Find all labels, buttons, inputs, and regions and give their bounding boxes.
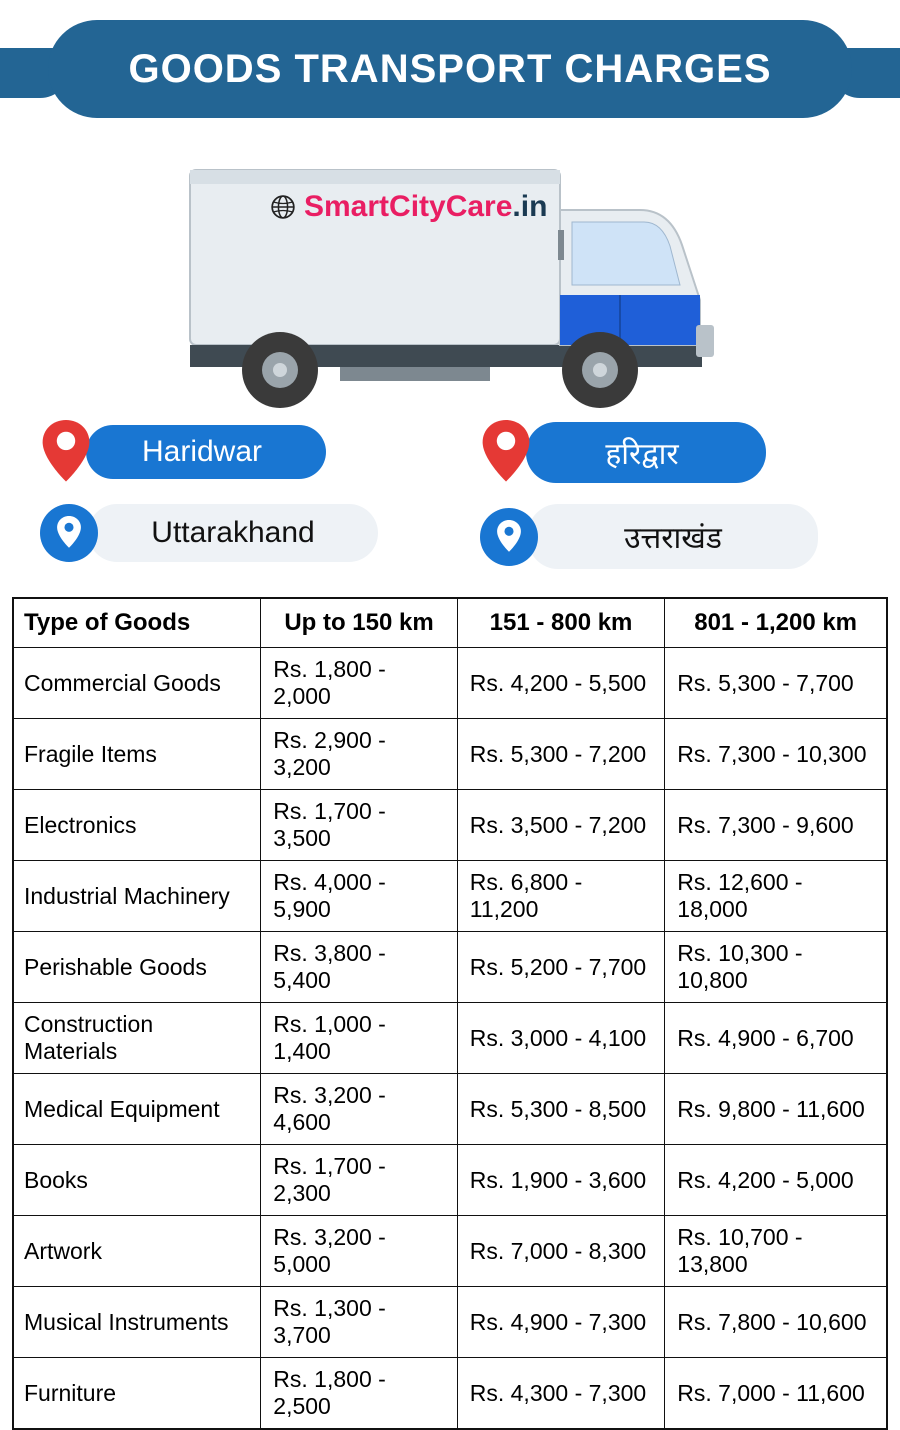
truck-illustration: SmartCityCare.in	[0, 130, 900, 410]
price-cell: Rs. 4,200 - 5,000	[665, 1145, 887, 1216]
table-row: Perishable GoodsRs. 3,800 - 5,400Rs. 5,2…	[13, 932, 887, 1003]
price-cell: Rs. 2,900 - 3,200	[261, 719, 457, 790]
page-title: GOODS TRANSPORT CHARGES	[48, 20, 852, 118]
price-cell: Rs. 7,800 - 10,600	[665, 1287, 887, 1358]
goods-type-cell: Furniture	[13, 1358, 261, 1430]
table-row: Commercial GoodsRs. 1,800 - 2,000Rs. 4,2…	[13, 648, 887, 719]
brand-primary: SmartCityCare	[304, 190, 512, 223]
location-pin-icon	[480, 420, 532, 484]
city-row-hi: हरिद्वार	[480, 420, 860, 484]
price-cell: Rs. 7,000 - 8,300	[457, 1216, 665, 1287]
goods-type-cell: Perishable Goods	[13, 932, 261, 1003]
city-label-en: Haridwar	[86, 425, 326, 479]
price-cell: Rs. 3,500 - 7,200	[457, 790, 665, 861]
table-row: Fragile ItemsRs. 2,900 - 3,200Rs. 5,300 …	[13, 719, 887, 790]
price-cell: Rs. 4,900 - 7,300	[457, 1287, 665, 1358]
table-header-row: Type of Goods Up to 150 km 151 - 800 km …	[13, 598, 887, 648]
goods-type-cell: Medical Equipment	[13, 1074, 261, 1145]
price-cell: Rs. 4,900 - 6,700	[665, 1003, 887, 1074]
price-cell: Rs. 10,700 - 13,800	[665, 1216, 887, 1287]
table-row: Musical InstrumentsRs. 1,300 - 3,700Rs. …	[13, 1287, 887, 1358]
price-cell: Rs. 1,700 - 3,500	[261, 790, 457, 861]
price-cell: Rs. 1,800 - 2,500	[261, 1358, 457, 1430]
state-label-hi: उत्तराखंड	[528, 504, 818, 569]
table-row: Medical EquipmentRs. 3,200 - 4,600Rs. 5,…	[13, 1074, 887, 1145]
goods-type-cell: Musical Instruments	[13, 1287, 261, 1358]
state-row-en: Uttarakhand	[40, 504, 420, 562]
location-pin-icon	[40, 420, 92, 484]
price-cell: Rs. 5,300 - 8,500	[457, 1074, 665, 1145]
location-col-hindi: हरिद्वार उत्तराखंड	[480, 420, 860, 569]
price-cell: Rs. 3,200 - 4,600	[261, 1074, 457, 1145]
price-cell: Rs. 9,800 - 11,600	[665, 1074, 887, 1145]
city-label-hi: हरिद्वार	[526, 422, 766, 483]
price-cell: Rs. 3,800 - 5,400	[261, 932, 457, 1003]
price-cell: Rs. 12,600 - 18,000	[665, 861, 887, 932]
table-row: ArtworkRs. 3,200 - 5,000Rs. 7,000 - 8,30…	[13, 1216, 887, 1287]
price-cell: Rs. 6,800 - 11,200	[457, 861, 665, 932]
globe-icon	[270, 194, 296, 220]
price-cell: Rs. 7,300 - 10,300	[665, 719, 887, 790]
price-cell: Rs. 4,300 - 7,300	[457, 1358, 665, 1430]
goods-type-cell: Industrial Machinery	[13, 861, 261, 932]
table-row: Construction MaterialsRs. 1,000 - 1,400R…	[13, 1003, 887, 1074]
price-cell: Rs. 7,300 - 9,600	[665, 790, 887, 861]
table-row: BooksRs. 1,700 - 2,300Rs. 1,900 - 3,600R…	[13, 1145, 887, 1216]
goods-type-cell: Construction Materials	[13, 1003, 261, 1074]
brand-text: SmartCityCare.in	[304, 190, 547, 224]
table-row: Industrial MachineryRs. 4,000 - 5,900Rs.…	[13, 861, 887, 932]
goods-type-cell: Commercial Goods	[13, 648, 261, 719]
price-cell: Rs. 1,900 - 3,600	[457, 1145, 665, 1216]
col-header-type: Type of Goods	[13, 598, 261, 648]
state-label-en: Uttarakhand	[88, 504, 378, 562]
pricing-table-wrap: Type of Goods Up to 150 km 151 - 800 km …	[12, 597, 888, 1430]
price-cell: Rs. 1,700 - 2,300	[261, 1145, 457, 1216]
state-row-hi: उत्तराखंड	[480, 504, 860, 569]
location-section: Haridwar Uttarakhand हरिद्वार उत्तराखंड	[0, 420, 900, 569]
price-cell: Rs. 5,200 - 7,700	[457, 932, 665, 1003]
goods-type-cell: Electronics	[13, 790, 261, 861]
price-cell: Rs. 3,000 - 4,100	[457, 1003, 665, 1074]
table-row: FurnitureRs. 1,800 - 2,500Rs. 4,300 - 7,…	[13, 1358, 887, 1430]
price-cell: Rs. 5,300 - 7,200	[457, 719, 665, 790]
price-cell: Rs. 3,200 - 5,000	[261, 1216, 457, 1287]
location-marker-icon	[480, 508, 538, 566]
price-cell: Rs. 10,300 - 10,800	[665, 932, 887, 1003]
col-header-150km: Up to 150 km	[261, 598, 457, 648]
brand-logo: SmartCityCare.in	[270, 190, 547, 224]
price-cell: Rs. 1,300 - 3,700	[261, 1287, 457, 1358]
table-row: ElectronicsRs. 1,700 - 3,500Rs. 3,500 - …	[13, 790, 887, 861]
pricing-table: Type of Goods Up to 150 km 151 - 800 km …	[12, 597, 888, 1430]
price-cell: Rs. 4,000 - 5,900	[261, 861, 457, 932]
goods-type-cell: Fragile Items	[13, 719, 261, 790]
brand-suffix: .in	[512, 190, 547, 223]
header: GOODS TRANSPORT CHARGES	[0, 10, 900, 130]
location-col-english: Haridwar Uttarakhand	[40, 420, 420, 569]
price-cell: Rs. 5,300 - 7,700	[665, 648, 887, 719]
price-cell: Rs. 7,000 - 11,600	[665, 1358, 887, 1430]
price-cell: Rs. 1,000 - 1,400	[261, 1003, 457, 1074]
city-row-en: Haridwar	[40, 420, 420, 484]
price-cell: Rs. 1,800 - 2,000	[261, 648, 457, 719]
location-marker-icon	[40, 504, 98, 562]
goods-type-cell: Books	[13, 1145, 261, 1216]
goods-type-cell: Artwork	[13, 1216, 261, 1287]
col-header-1200km: 801 - 1,200 km	[665, 598, 887, 648]
price-cell: Rs. 4,200 - 5,500	[457, 648, 665, 719]
col-header-800km: 151 - 800 km	[457, 598, 665, 648]
truck-icon	[160, 150, 740, 410]
